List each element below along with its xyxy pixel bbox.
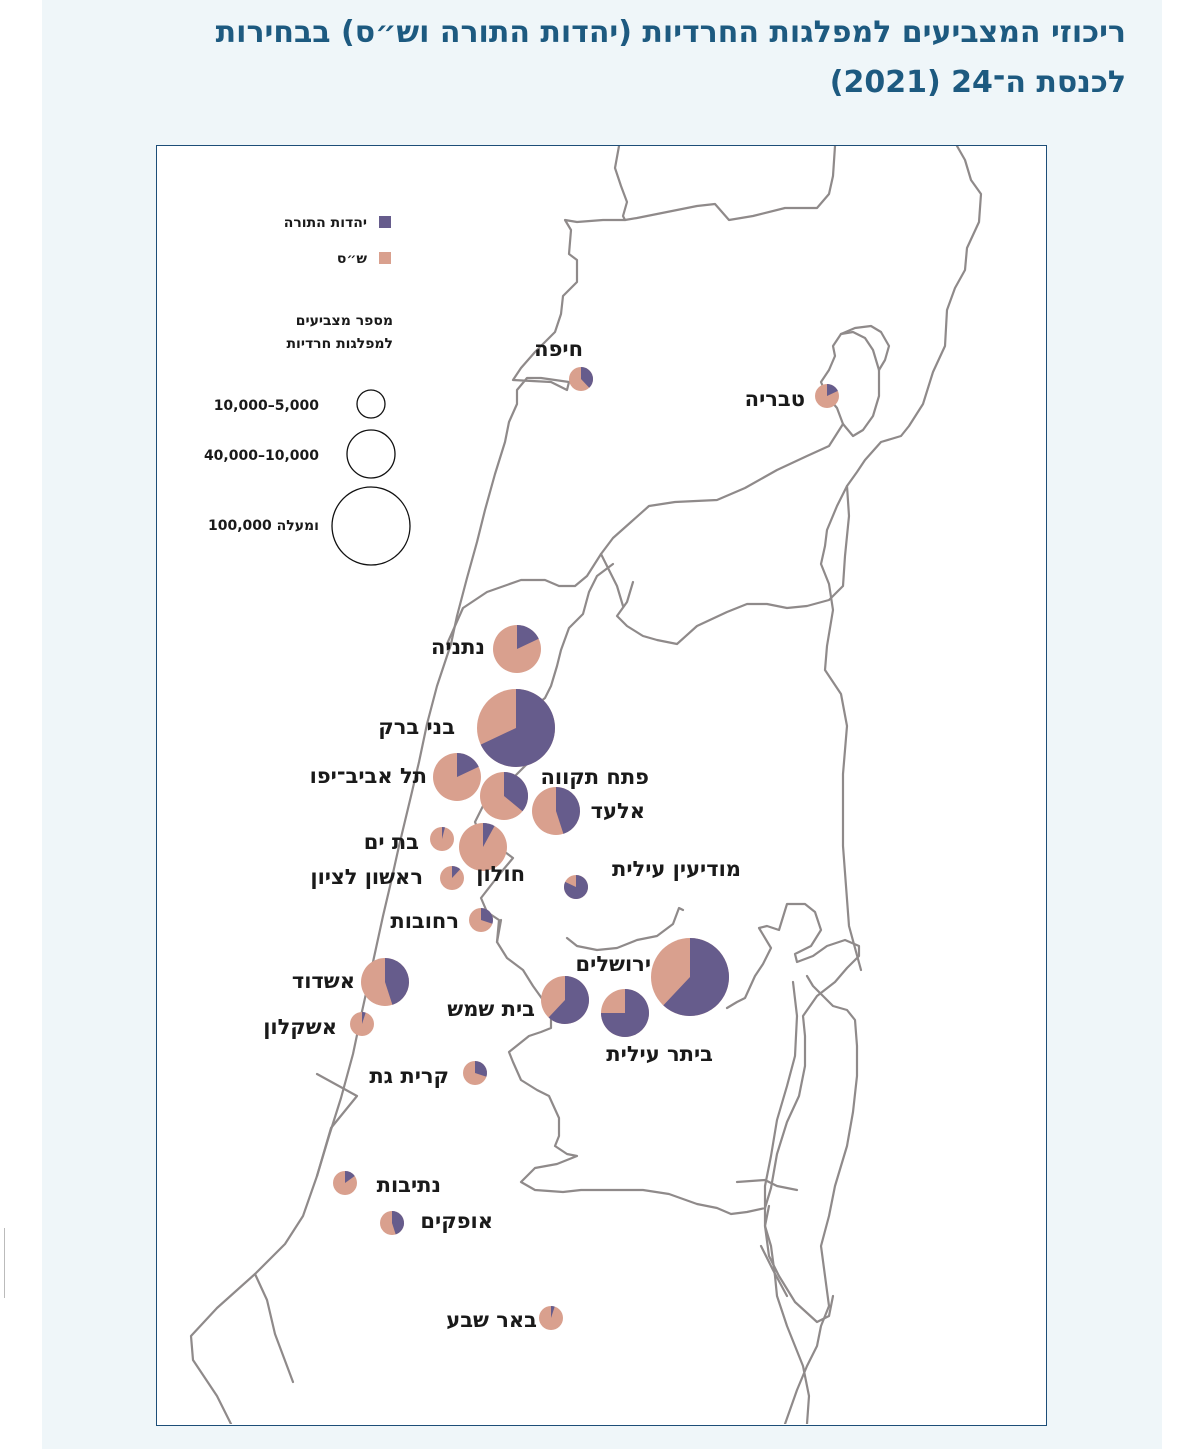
legend-label-shas: ש״ס [337,251,367,267]
city-label: חולון [476,862,525,886]
city-label: באר שבע [446,1308,537,1332]
legend-size-label-large: 100,000 ומעלה [208,518,319,534]
city-pie [563,875,588,899]
city-label: בני ברק [378,715,455,739]
city-pie [440,866,464,890]
city-label: אופקים [420,1209,493,1233]
map-svg: יהדות התורה ש״ס מספר מצביעים למפלגות חרד… [189,146,983,1424]
city-label: אשקלון [263,1015,337,1039]
city-label: אלעד [591,799,645,823]
pie-slice-utj [442,827,445,839]
map-borders [189,146,983,1424]
pie-slice-utj [563,875,588,899]
city-pie [380,1211,404,1235]
city-pie [815,384,839,408]
city-label: בית שמש [447,997,535,1021]
pie-slice-utj [601,989,649,1037]
city-pie [541,976,589,1025]
golan-border [819,146,983,972]
city-pie [433,753,481,801]
pie-slice-utj [663,938,729,1016]
pie-slice-utj [385,958,410,1005]
legend: יהדות התורה ש״ס מספר מצביעים למפלגות חרד… [204,215,411,566]
legend-size-title-line1: מספר מצביעים [296,313,393,329]
city-pie [350,1012,374,1036]
pie-slice-utj [457,753,479,777]
city-label: פתח תקווה [540,765,649,789]
gaza-border [253,1072,359,1384]
city-pie [469,908,493,932]
dead-sea-inner [759,1204,835,1324]
pie-slice-utj [517,625,539,649]
city-label: נתניה [431,635,485,659]
page-edge-marker [0,1228,5,1298]
city-label: נתיבות [377,1173,441,1197]
title-line-2: לכנסת ה־24 (2021) [829,65,1126,100]
legend-size-label-medium: 40,000–10,000 [204,448,319,464]
pie-slice-utj [345,1171,355,1183]
pie-slice-utj [480,689,555,767]
city-pie [651,938,729,1016]
city-label: אשדוד [292,969,355,993]
legend-swatch-utj [379,216,391,228]
pie-slice-utj [548,976,589,1025]
title-line-1: ריכוזי המצביעים למפלגות החרדיות (יהדות ה… [215,15,1126,50]
south-border [735,1178,799,1192]
legend-size-title-line2: למפלגות חרדיות [286,336,393,352]
legend-circle-large [331,486,411,566]
jordan-valley [599,484,851,646]
jerusalem-corridor [495,906,685,952]
city-labels: חיפה טבריה נתניה בני ברק תל אביב־יפו פתח תקוו… [263,337,805,1332]
city-label: ירושלים [576,952,651,976]
city-label: רחובות [390,909,459,933]
pie-slice-utj [481,908,493,924]
pie-slice-utj [556,787,581,834]
city-pie [333,1171,357,1195]
pie-slice-utj [827,384,838,396]
legend-circle-medium [346,429,396,479]
pie-slice-utj [392,1211,404,1235]
city-label: מודיעין עילית [612,857,741,881]
pie-slice-utj [581,367,593,388]
pie-slice-utj [452,866,461,878]
northern-border [623,146,837,222]
city-pie [493,625,541,673]
page-title: ריכוזי המצביעים למפלגות החרדיות (יהדות ה… [126,8,1126,108]
city-label: טבריה [745,387,805,411]
city-pie [463,1061,487,1085]
city-pie [477,689,555,767]
lake-kinneret [819,330,881,438]
pie-slice-utj [475,1061,487,1077]
city-pie [532,787,581,835]
dead-sea [763,974,859,1424]
pie-slice-utj [483,823,495,847]
city-pie [459,823,507,871]
city-pie [480,772,528,820]
legend-circle-small [356,389,386,419]
city-label: ביתר עילית [606,1042,713,1066]
pie-slice-utj [504,772,528,812]
pie-slice-utj [362,1012,366,1024]
legend-size-label-small: 10,000–5,000 [214,398,320,414]
city-label: חיפה [534,337,583,361]
city-label: תל אביב־יפו [310,764,427,788]
map-frame: יהדות התורה ש״ס מספר מצביעים למפלגות חרד… [156,145,1047,1426]
city-pie [569,367,593,391]
city-pies [333,367,839,1330]
city-pie [361,958,410,1006]
city-label: קרית גת [369,1064,449,1088]
legend-swatch-shas [379,252,391,264]
legend-label-utj: יהדות התורה [284,215,367,231]
city-pie [601,989,649,1037]
city-label: בת ים [364,830,419,854]
pie-slice-utj [551,1306,555,1318]
city-label: ראשון לציון [310,865,423,889]
lake-shore-east [839,324,891,372]
city-pie [430,827,454,851]
jordan-river-north [445,422,845,646]
city-pie [539,1306,563,1330]
